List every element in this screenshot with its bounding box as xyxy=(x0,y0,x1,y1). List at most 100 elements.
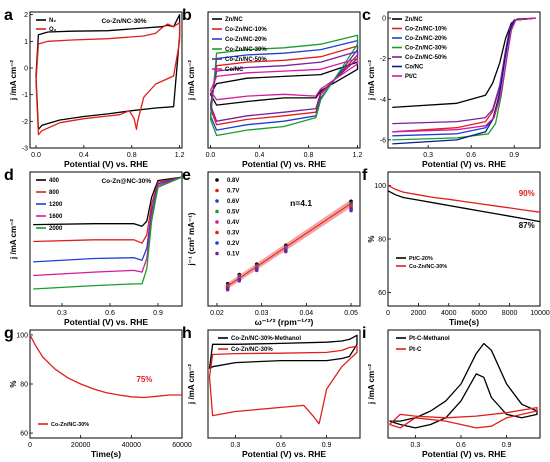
x-axis-label: Time(s) xyxy=(91,449,121,459)
y-axis-label: j /mA cm⁻² xyxy=(367,60,376,101)
plot-frame xyxy=(29,11,183,149)
series-line xyxy=(208,334,358,370)
legend-label: Zn/NC xyxy=(405,17,423,23)
y-tick-label: 2 xyxy=(24,12,28,19)
series-line xyxy=(33,176,183,290)
y-axis-label: % xyxy=(9,380,18,387)
legend-label: Co/NC xyxy=(225,67,244,73)
x-tick-label: 0.9 xyxy=(322,442,332,449)
plot-frame xyxy=(207,11,361,149)
x-tick-label: 0 xyxy=(28,442,32,449)
legend-marker xyxy=(215,251,219,256)
y-tick-label: 0 xyxy=(24,66,28,73)
legend-marker xyxy=(215,188,219,193)
series-line xyxy=(29,334,182,399)
legend-label: Co/NC xyxy=(405,65,424,71)
panel-letter: c xyxy=(362,7,371,24)
legend-marker xyxy=(215,241,219,245)
legend-label: 2000 xyxy=(49,226,63,232)
panel-d: d 0.3 0.6 0.9 Potential (V) vs. RHE j /mA cm⁻… xyxy=(4,167,183,327)
legend-label: 0.8V xyxy=(227,178,239,184)
series-line xyxy=(33,176,183,227)
y-axis-label: j /mA cm⁻² xyxy=(367,364,376,405)
panel-b: b 0.0 0.4 0.8 1.2 Potential (V) vs. RHE j /mA … xyxy=(182,7,363,169)
legend-label: 400 xyxy=(49,178,60,184)
plot-frame xyxy=(387,11,541,149)
x-tick-label: 40000 xyxy=(122,442,142,449)
x-tick-label: 1.2 xyxy=(175,152,185,159)
x-tick-label: 0.0 xyxy=(31,152,41,159)
x-tick-label: 4000 xyxy=(441,310,457,317)
x-tick-label: 0.03 xyxy=(255,310,269,317)
series-line xyxy=(392,17,536,125)
legend-label: Co-Zn/NC-30% xyxy=(225,47,267,53)
series-line xyxy=(209,34,359,137)
y-tick-label: 60 xyxy=(378,290,386,297)
series-line xyxy=(209,57,359,101)
x-tick-label: 0.8 xyxy=(127,152,137,159)
x-tick-label: 0.3 xyxy=(57,310,67,317)
fit-line xyxy=(225,202,352,288)
legend-label: 1600 xyxy=(49,214,63,220)
series-line xyxy=(387,190,541,223)
x-tick-label: 0.02 xyxy=(210,310,224,317)
x-tick-label: 0.6 xyxy=(456,442,466,449)
plot-frame xyxy=(387,329,541,439)
legend-label: Co-Zn/NC-50% xyxy=(225,57,267,63)
series-line xyxy=(209,39,359,131)
x-tick-label: 6000 xyxy=(471,310,487,317)
legend-marker xyxy=(215,220,219,224)
x-tick-label: 0.4 xyxy=(79,152,89,159)
x-tick-label: 1.2 xyxy=(353,152,363,159)
x-tick-label: 2000 xyxy=(411,310,427,317)
legend-label: Co-Zn/NC-10% xyxy=(225,27,267,33)
legend-label: 0.4V xyxy=(227,220,239,226)
panel-a: a 0.0 0.4 0.8 1.2 -3 -2 -1 0 1 2 Potential (V) vs. … xyxy=(4,7,185,169)
legend-label: Pt-C-Methanol xyxy=(409,336,450,342)
panel-e: e 0.02 0.03 0.04 0.05 ω⁻¹ᐟ² (rpm⁻¹ᐟ²) j⁻¹ (cm²… xyxy=(182,167,361,327)
panel-g: g 0 20000 40000 60000 60 80 100 Time(s)% Co-Zn/NC… xyxy=(4,325,192,459)
y-axis-label: j /mA cm⁻² xyxy=(9,219,18,260)
legend-label: 0.7V xyxy=(227,189,239,195)
x-axis-label: Potential (V) vs. RHE xyxy=(64,317,148,327)
x-tick-label: 0.3 xyxy=(410,442,420,449)
legend-marker xyxy=(215,230,219,235)
y-tick-label: 1 xyxy=(24,39,28,46)
x-tick-label: 0.6 xyxy=(105,310,115,317)
panel-letter: d xyxy=(4,167,14,184)
legend-label: N₂ xyxy=(49,18,56,24)
legend-label: Co-Zn/NC-10% xyxy=(405,27,447,33)
series-line xyxy=(209,61,359,106)
data-point xyxy=(225,287,230,292)
data-point xyxy=(254,268,259,273)
x-axis-label: Potential (V) vs. RHE xyxy=(242,159,326,169)
x-tick-label: 0 xyxy=(386,310,390,317)
y-axis-label: j /mA cm⁻² xyxy=(187,364,196,405)
inset-title: Co-Zn/NC-30% xyxy=(101,18,146,25)
legend-label: 0.3V xyxy=(227,231,239,237)
series-line xyxy=(392,17,536,133)
x-tick-label: 0.3 xyxy=(423,152,433,159)
panel-letter: h xyxy=(182,325,192,342)
data-point xyxy=(349,208,353,213)
legend-label: Co-Zn/NC-30%-Methanol xyxy=(231,336,301,342)
legend-label: Co-Zn/NC-30% xyxy=(51,422,89,428)
legend-label: Pt/C xyxy=(405,74,418,80)
panel-letter: g xyxy=(4,325,14,342)
x-axis-label: Potential (V) vs. RHE xyxy=(64,159,148,169)
y-axis-label: j /mA cm⁻² xyxy=(9,60,18,101)
legend-label: O₂ xyxy=(49,27,57,33)
y-axis-label: % xyxy=(367,235,376,242)
legend-label: Co-Zn/NC-30% xyxy=(409,264,447,270)
y-tick-label: 80 xyxy=(378,237,386,244)
legend-label: 0.6V xyxy=(227,199,239,205)
y-tick-label: -6 xyxy=(380,137,386,144)
series-line xyxy=(389,406,538,429)
annotation-75: 75% xyxy=(136,375,152,384)
legend-label: Co-Zn/NC-30% xyxy=(231,347,273,353)
x-tick-label: 0.9 xyxy=(509,152,519,159)
series-line xyxy=(392,17,536,145)
y-tick-label: -4 xyxy=(380,97,386,104)
y-tick-label: -3 xyxy=(22,146,28,153)
